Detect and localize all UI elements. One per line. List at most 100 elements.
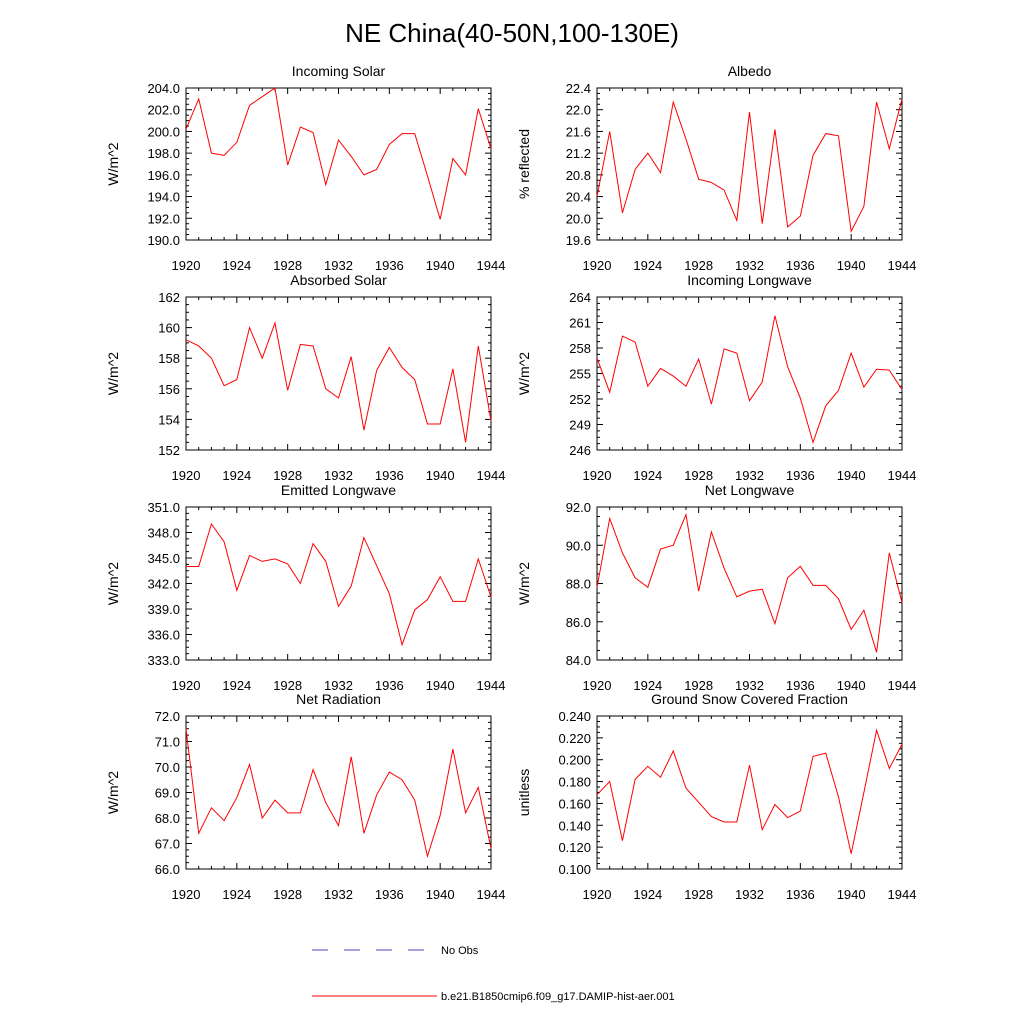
y-tick-label: 0.200 [558, 753, 591, 768]
x-tick-label: 1936 [375, 468, 404, 483]
x-tick-label: 1924 [222, 887, 251, 902]
x-tick-label: 1944 [888, 468, 917, 483]
x-tick-label: 1928 [684, 887, 713, 902]
x-tick-label: 1932 [324, 678, 353, 693]
x-tick-label: 1932 [735, 678, 764, 693]
series-line [596, 512, 903, 653]
x-tick-label: 1936 [375, 258, 404, 273]
series-line [596, 728, 903, 854]
y-tick-label: 246 [569, 443, 591, 458]
x-tick-label: 1920 [172, 468, 201, 483]
x-tick-label: 1924 [633, 468, 662, 483]
plot-frame [185, 296, 492, 451]
x-tick-label: 1924 [222, 258, 251, 273]
panel-title: Emitted Longwave [281, 482, 396, 498]
y-axis-label: W/m^2 [105, 771, 121, 814]
y-tick-label: 198.0 [147, 146, 180, 161]
y-tick-label: 66.0 [155, 862, 180, 877]
x-tick-label: 1924 [222, 468, 251, 483]
y-tick-label: 156 [158, 382, 180, 397]
y-tick-label: 196.0 [147, 168, 180, 183]
panel-net-longwave: Net Longwave W/m^2 1920 1924 1928 1932 1936 194… [516, 482, 916, 693]
x-tick-label: 1940 [426, 258, 455, 273]
y-tick-label: 84.0 [566, 653, 591, 668]
x-tick-label: 1920 [172, 887, 201, 902]
panel-title: Ground Snow Covered Fraction [651, 691, 848, 707]
y-tick-label: 67.0 [155, 837, 180, 852]
y-tick-label: 0.160 [558, 796, 591, 811]
y-tick-label: 200.0 [147, 124, 180, 139]
x-tick-label: 1924 [633, 887, 662, 902]
x-tick-label: 1932 [324, 887, 353, 902]
y-tick-label: 22.0 [566, 103, 591, 118]
x-tick-label: 1944 [477, 887, 506, 902]
y-tick-label: 20.4 [566, 190, 591, 205]
x-tick-label: 1940 [837, 468, 866, 483]
x-tick-label: 1936 [786, 678, 815, 693]
y-tick-label: 0.140 [558, 818, 591, 833]
x-tick-label: 1928 [273, 258, 302, 273]
y-tick-label: 21.2 [566, 146, 591, 161]
panel-absorbed-solar: Absorbed Solar W/m^2 1920 1924 1928 1932 1936 1… [105, 272, 505, 483]
y-tick-label: 348.0 [147, 526, 180, 541]
plot-frame [596, 715, 903, 870]
y-tick-label: 22.4 [566, 81, 591, 96]
y-tick-label: 0.240 [558, 709, 591, 724]
plot-frame [596, 87, 903, 241]
x-tick-label: 1936 [375, 887, 404, 902]
panel-net-radiation: Net Radiation W/m^2 1920 1924 1928 1932 1936 19… [105, 691, 505, 902]
y-axis-label: % reflected [516, 129, 532, 199]
panel-emitted-longwave: Emitted Longwave W/m^2 1920 1924 1928 1932 193… [105, 482, 505, 693]
x-tick-label: 1936 [375, 678, 404, 693]
legend-run-label: b.e21.B1850cmip6.f09_g17.DAMIP-hist-aer.… [441, 991, 675, 1003]
y-tick-label: 249 [569, 418, 591, 433]
x-tick-label: 1928 [684, 678, 713, 693]
y-tick-label: 69.0 [155, 786, 180, 801]
figure-title: NE China(40-50N,100-130E) [345, 18, 679, 48]
x-tick-label: 1920 [583, 887, 612, 902]
x-tick-label: 1944 [477, 468, 506, 483]
x-tick-label: 1932 [735, 258, 764, 273]
panel-title: Net Longwave [705, 482, 795, 498]
x-tick-label: 1932 [324, 258, 353, 273]
series-line [596, 315, 903, 445]
x-tick-label: 1932 [324, 468, 353, 483]
y-axis-label: W/m^2 [516, 352, 532, 395]
plot-frame [185, 87, 492, 241]
x-tick-label: 1932 [735, 887, 764, 902]
x-tick-label: 1928 [273, 468, 302, 483]
x-tick-label: 1928 [273, 887, 302, 902]
plot-frame [185, 506, 492, 661]
y-tick-label: 345.0 [147, 551, 180, 566]
x-tick-label: 1940 [426, 887, 455, 902]
y-tick-label: 258 [569, 341, 591, 356]
x-tick-label: 1920 [583, 678, 612, 693]
panel-title: Incoming Solar [292, 63, 386, 79]
x-tick-label: 1940 [837, 258, 866, 273]
legend: No Obs b.e21.B1850cmip6.f09_g17.DAMIP-hi… [312, 945, 675, 1003]
x-tick-label: 1924 [633, 258, 662, 273]
x-tick-label: 1920 [583, 258, 612, 273]
y-tick-label: 152 [158, 443, 180, 458]
panel-title: Incoming Longwave [687, 272, 812, 288]
series-line [596, 98, 903, 233]
legend-no-obs-label: No Obs [441, 945, 479, 957]
panel-title: Absorbed Solar [290, 272, 387, 288]
y-tick-label: 194.0 [147, 190, 180, 205]
y-tick-label: 158 [158, 351, 180, 366]
y-tick-label: 70.0 [155, 760, 180, 775]
y-tick-label: 162 [158, 290, 180, 305]
y-tick-label: 160 [158, 321, 180, 336]
x-tick-label: 1940 [426, 468, 455, 483]
y-tick-label: 264 [569, 290, 591, 305]
x-tick-label: 1944 [888, 258, 917, 273]
y-axis-label: unitless [516, 769, 532, 816]
panel-title: Net Radiation [296, 691, 381, 707]
series-line [186, 522, 492, 647]
x-tick-label: 1928 [684, 468, 713, 483]
x-tick-label: 1940 [426, 678, 455, 693]
x-tick-label: 1944 [888, 887, 917, 902]
y-tick-label: 190.0 [147, 233, 180, 248]
y-tick-label: 261 [569, 316, 591, 331]
